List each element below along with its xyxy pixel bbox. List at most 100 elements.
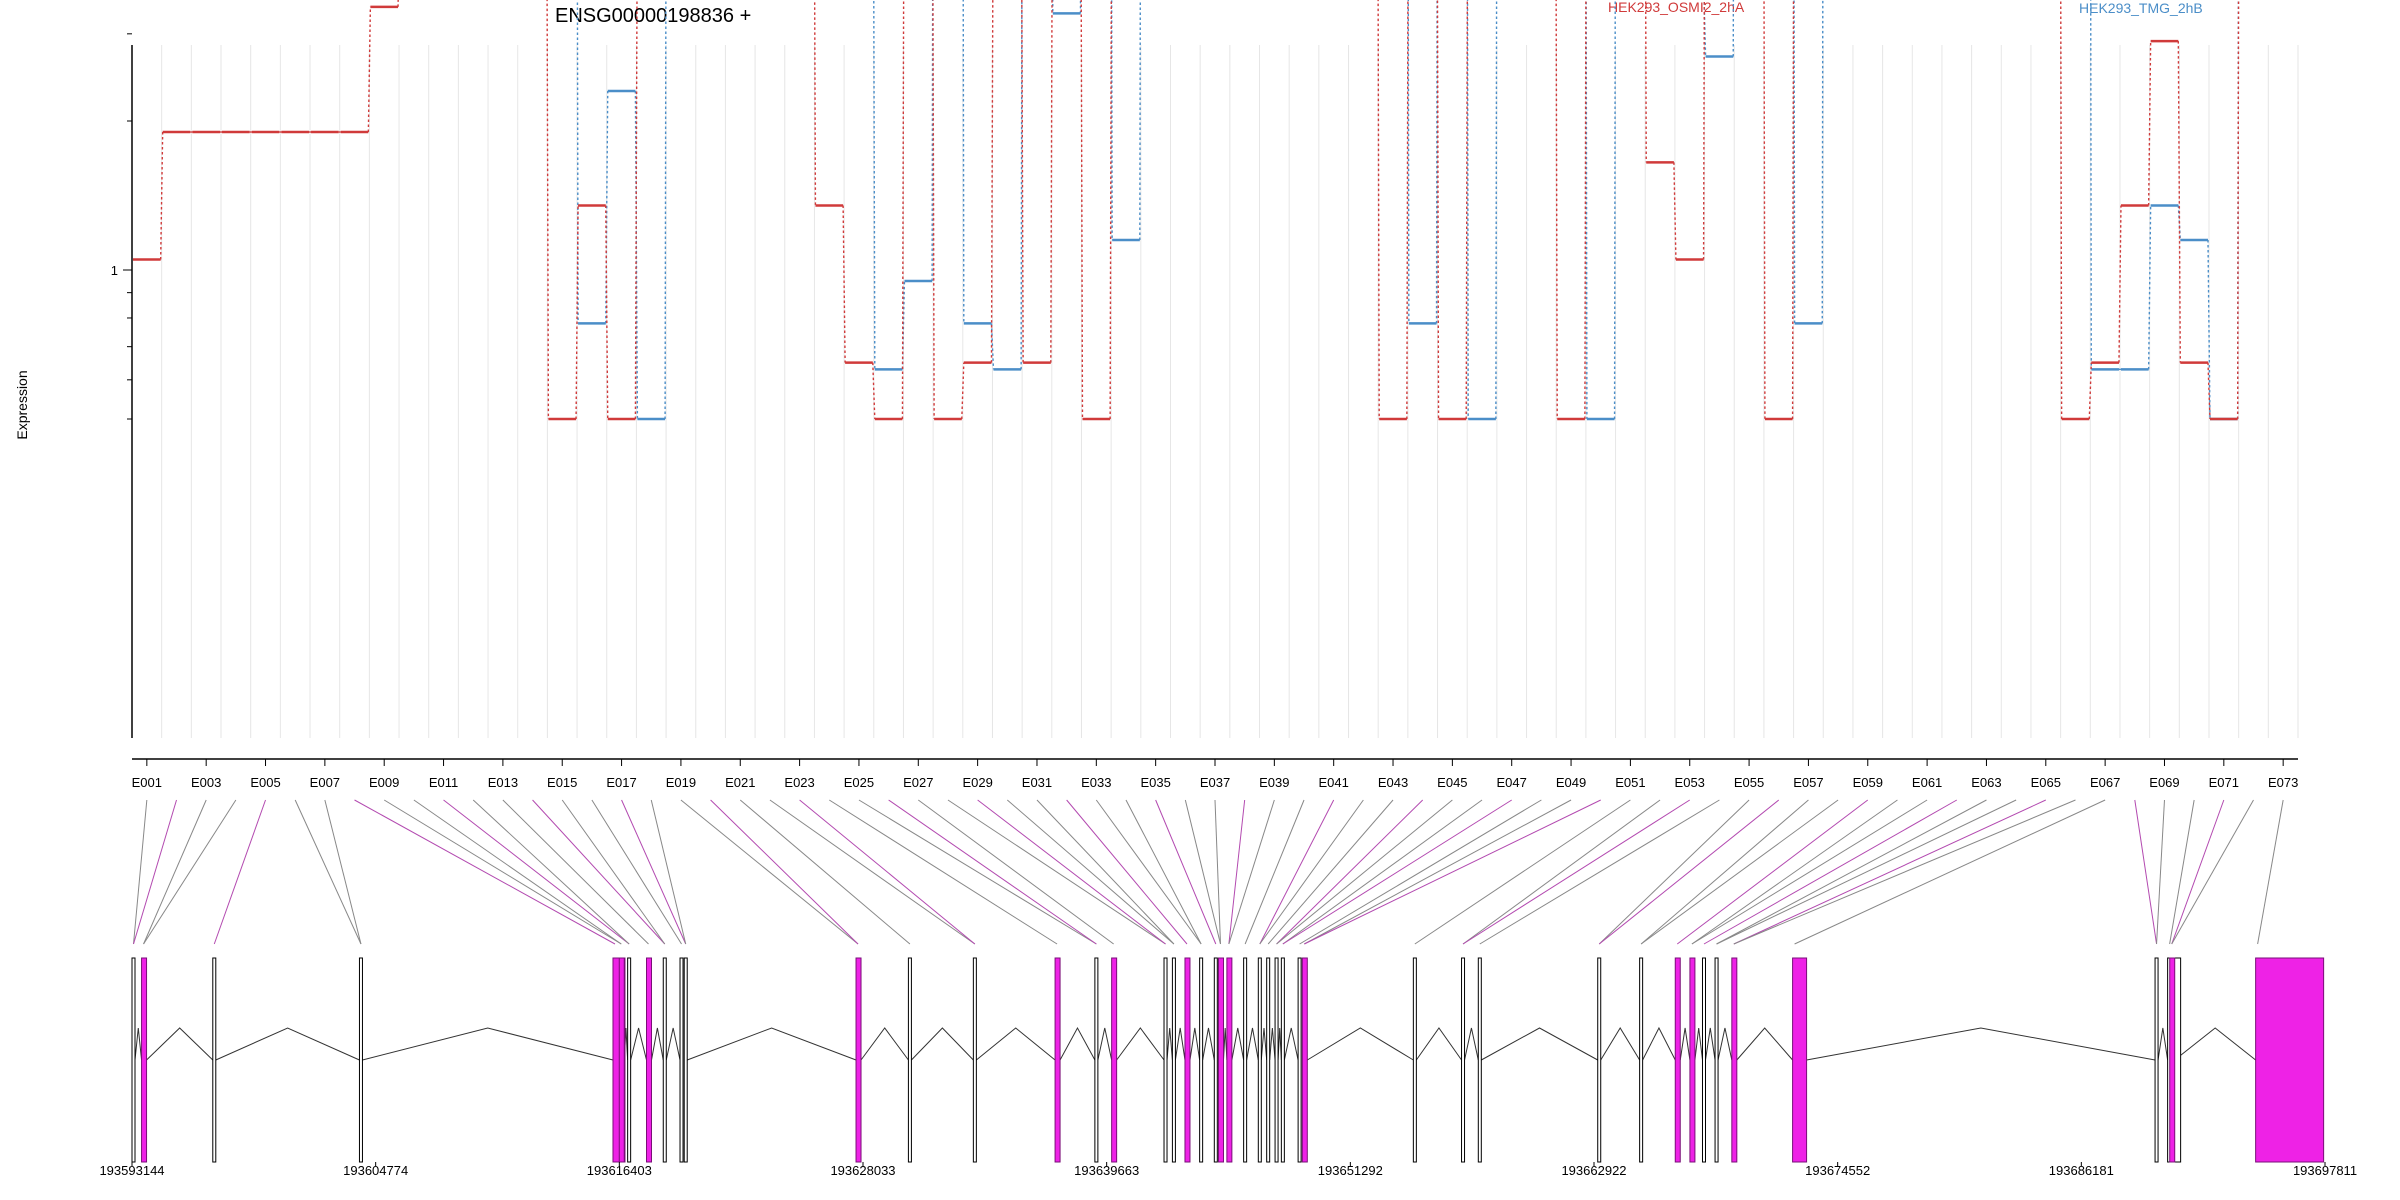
intron-line	[1806, 1027, 2156, 1061]
exon-box	[2154, 957, 2159, 1163]
intron-line	[1097, 1027, 1113, 1061]
x-tick-label: E011	[429, 775, 458, 790]
series-connector	[1644, 0, 1647, 163]
series-connector	[1110, 0, 1113, 240]
bin-connector	[354, 799, 616, 945]
exon-box	[1213, 957, 1218, 1163]
bin-connector	[1228, 799, 1275, 945]
exon-box	[1701, 957, 1706, 1163]
x-tick-label: E041	[1318, 775, 1348, 790]
bin-connector	[1184, 799, 1221, 945]
genomic-coordinate-labels: 193593144 193604774 193616403 193628033 1936…	[99, 1162, 2357, 1178]
intron-line	[1202, 1027, 1215, 1061]
bin-connector	[133, 799, 148, 945]
series-connector	[1466, 0, 1469, 420]
series-connector	[397, 0, 399, 7]
intron-line	[1642, 1026, 1676, 1061]
bin-connector	[143, 799, 207, 945]
bin-connector	[1155, 799, 1217, 945]
bin-connector	[1006, 799, 1175, 945]
intron-line	[1694, 1027, 1703, 1061]
intron-line	[1231, 1027, 1245, 1061]
x-tick-label: E015	[547, 775, 577, 790]
bin-connector	[472, 799, 630, 945]
intron-line	[1277, 1027, 1282, 1061]
series-connector	[2207, 362, 2211, 420]
bin-connector	[1259, 799, 1364, 945]
bin-connector	[2156, 799, 2165, 945]
bin-connector	[532, 799, 666, 945]
exon-box	[1714, 957, 1719, 1163]
series-connector	[605, 205, 609, 420]
exon-box	[855, 957, 862, 1163]
exon-box	[1163, 957, 1168, 1163]
series	[133, 0, 2240, 421]
intron-line	[665, 1027, 681, 1061]
bin-connector	[2134, 799, 2158, 945]
bin-connector	[799, 799, 976, 945]
series-connector	[2177, 41, 2182, 363]
bin-connector	[1462, 799, 1661, 945]
exon-box	[358, 957, 363, 1163]
bin-connector	[1703, 799, 1958, 945]
series-connector	[1406, 0, 1409, 420]
series-connector	[2090, 0, 2092, 370]
x-tick-label: E037	[1200, 775, 1230, 790]
axes: 110100	[111, 33, 2298, 760]
intron-line	[1283, 1027, 1299, 1061]
exon-box	[1477, 957, 1482, 1163]
bin-connector	[2171, 799, 2225, 945]
series-connector	[2060, 0, 2063, 420]
exon-box	[662, 957, 667, 1163]
bin-connector	[858, 799, 1097, 945]
bin-connector	[1716, 799, 1987, 945]
series-connector	[990, 0, 994, 363]
bin-connector	[383, 799, 622, 945]
series-connector	[1613, 0, 1616, 420]
bin-connector	[710, 799, 859, 945]
exon-box	[1199, 957, 1204, 1163]
exon-box	[212, 957, 217, 1163]
exon-box	[1257, 957, 1262, 1163]
bin-connector	[1733, 799, 2076, 945]
exon-box	[1184, 957, 1191, 1163]
exon-box	[1731, 957, 1738, 1163]
x-tick-label: E029	[962, 775, 992, 790]
bin-connector	[1304, 799, 1601, 945]
bin-connector	[1214, 799, 1221, 945]
x-tick-label: E007	[310, 775, 340, 790]
x-tick-label: E003	[191, 775, 221, 790]
exon-box	[1412, 957, 1417, 1163]
intron-line	[146, 1027, 214, 1061]
exon-box	[1297, 957, 1302, 1163]
series-connector	[932, 0, 935, 420]
bin-connector	[1095, 799, 1202, 945]
series-connector	[2088, 362, 2092, 420]
series-connector	[605, 90, 609, 324]
x-tick-label: E057	[1793, 775, 1823, 790]
bin-connector	[1244, 799, 1305, 945]
legend-entry-tmg: HEK293_TMG_2hB	[2079, 0, 2203, 16]
series-connector	[1584, 0, 1587, 420]
x-tick-label: E069	[2149, 775, 2179, 790]
x-tick-label: E009	[369, 775, 399, 790]
bin-connector	[739, 799, 911, 945]
coord-label: 193593144	[99, 1163, 164, 1178]
bin-connector	[1462, 799, 1691, 945]
bin-connector	[1414, 799, 1631, 945]
bin-connector	[1066, 799, 1188, 945]
exon-box	[1597, 957, 1602, 1163]
bin-connector	[1479, 799, 1720, 945]
x-tick-label: E031	[1022, 775, 1052, 790]
bin-connector	[1299, 799, 1542, 945]
x-tick-label: E035	[1140, 775, 1170, 790]
exon-box	[2255, 957, 2325, 1163]
exon-box	[1094, 957, 1099, 1163]
x-tick-label: E073	[2268, 775, 2298, 790]
exon-box	[972, 957, 977, 1163]
coord-label: 193616403	[587, 1163, 652, 1178]
intron-line	[1269, 1027, 1276, 1061]
series-layer	[133, 0, 2240, 421]
series-connector	[1020, 0, 1023, 370]
intron-line	[1174, 1027, 1186, 1061]
